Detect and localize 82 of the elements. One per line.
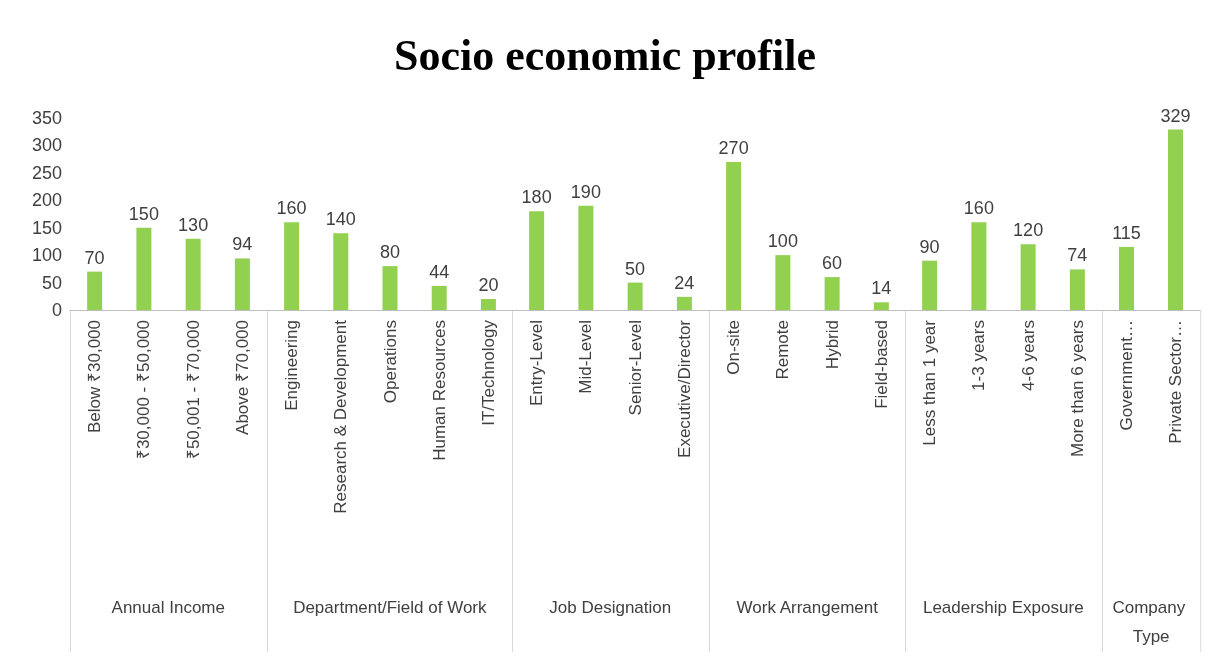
data-label: 130 (178, 214, 209, 235)
y-tick-label: 150 (31, 217, 62, 238)
x-axis-title: Department/Field of Work (292, 598, 487, 617)
x-tick-label: Hybrid (822, 320, 842, 370)
data-label: 94 (232, 234, 253, 255)
x-tick-label: Remote (773, 320, 793, 380)
y-tick-label: 200 (31, 190, 62, 211)
data-label: 20 (477, 275, 498, 296)
data-label: 74 (1067, 245, 1088, 266)
data-label: 115 (1111, 222, 1141, 243)
bar (578, 205, 594, 310)
x-tick-label: Engineering (281, 320, 301, 411)
x-axis-title: Annual Income (111, 598, 225, 617)
data-label: 329 (1160, 105, 1191, 126)
x-tick-label: 4-6 years (1018, 320, 1038, 391)
x-tick-label: Less than 1 year (920, 319, 940, 446)
data-label: 24 (674, 272, 695, 293)
x-tick-label: Human Resources (429, 320, 449, 461)
bar (431, 285, 447, 310)
bar (87, 271, 103, 310)
bar (775, 255, 791, 310)
x-tick-label: Operations (380, 320, 400, 404)
x-axis-title: Work Arrangement (736, 598, 878, 617)
x-tick-label: Private Sector… (1165, 320, 1185, 444)
x-tick-label: On-site (723, 320, 743, 375)
x-axis-title: Company Type (1112, 598, 1190, 646)
data-label: 160 (964, 198, 995, 219)
bar (873, 302, 889, 310)
chart-title: Socio economic profile (394, 31, 816, 80)
data-label: 150 (128, 203, 159, 224)
data-label: 50 (625, 258, 646, 279)
data-label: 80 (379, 242, 400, 263)
data-label: 70 (84, 247, 105, 268)
bar (677, 296, 693, 310)
x-tick-label: ₹30,000 - ₹50,000 (134, 320, 154, 460)
bar (234, 258, 250, 310)
bar (136, 227, 152, 310)
y-tick-label: 100 (31, 245, 62, 266)
y-tick-label: 300 (31, 135, 62, 156)
x-tick-label: ₹50,001 - ₹70,000 (183, 320, 203, 460)
data-label: 44 (428, 261, 449, 282)
x-tick-label: Mid-Level (576, 320, 596, 394)
data-label: 270 (718, 137, 749, 158)
bar (283, 222, 299, 310)
y-tick-label: 0 (51, 300, 62, 320)
data-label: 190 (571, 181, 602, 202)
bar (382, 266, 398, 310)
x-axis-title: Leadership Exposure (923, 598, 1084, 617)
bar (1070, 269, 1086, 310)
x-tick-label: Entry-Level (527, 320, 547, 406)
x-tick-label: 1-3 years (969, 320, 989, 391)
bar (332, 233, 348, 310)
bar (725, 161, 741, 310)
x-tick-label: Government… (1116, 320, 1136, 431)
x-tick-label: Senior-Level (625, 320, 645, 416)
bar (824, 277, 840, 310)
data-label: 120 (1013, 220, 1044, 241)
x-axis-title: Job Designation (549, 598, 672, 617)
bar (971, 222, 987, 310)
x-tick-label: Research & Development (330, 319, 350, 514)
x-tick-label: Above ₹70,000 (232, 320, 252, 435)
data-label: 60 (821, 253, 842, 274)
x-tick-label: Field-based (871, 320, 891, 409)
x-tick-label: IT/Technology (478, 319, 498, 426)
y-tick-label: 50 (41, 272, 62, 293)
x-tick-label: More than 6 years (1068, 320, 1088, 458)
data-label: 100 (767, 231, 798, 252)
data-label: 14 (871, 278, 892, 299)
x-tick-label: Below ₹30,000 (85, 320, 105, 434)
data-label: 180 (521, 187, 552, 208)
x-tick-label: Executive/Director (675, 319, 695, 458)
bar (922, 260, 938, 310)
bar (480, 299, 496, 310)
y-tick-label: 350 (31, 108, 62, 128)
data-label: 140 (325, 209, 356, 230)
bar (1020, 244, 1036, 310)
bar (185, 238, 201, 310)
bar (529, 211, 545, 310)
y-tick-label: 250 (31, 162, 62, 183)
data-label: 160 (276, 198, 307, 219)
data-label: 90 (919, 236, 940, 257)
bar (627, 282, 643, 310)
